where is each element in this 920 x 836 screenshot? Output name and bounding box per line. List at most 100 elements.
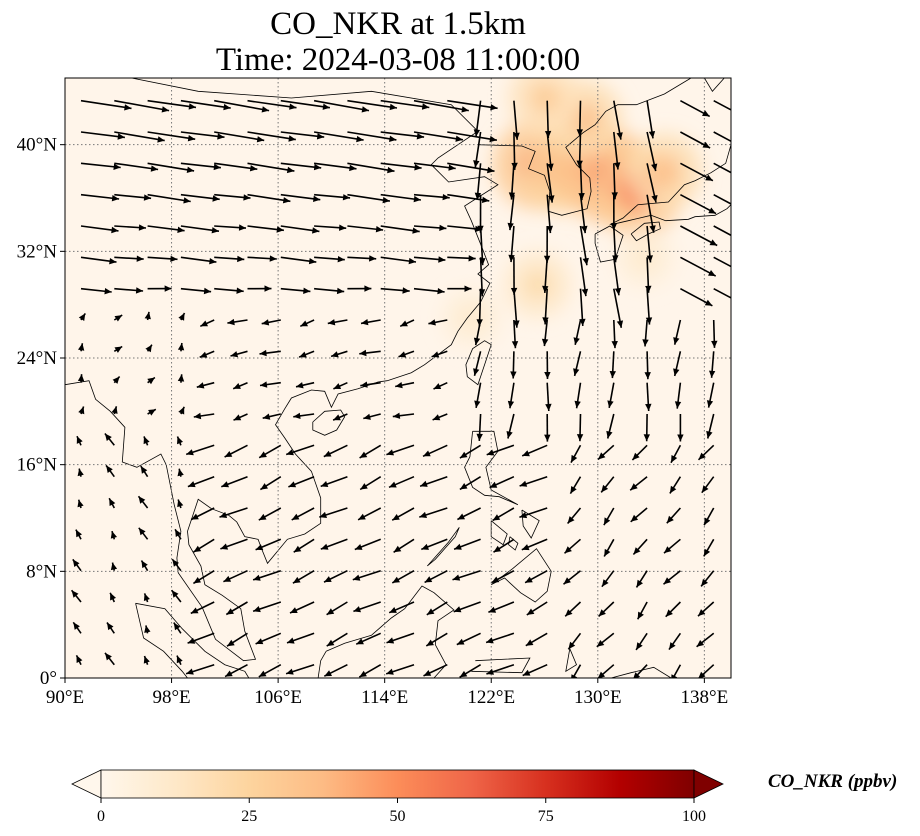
wind-arrow-head xyxy=(392,576,400,583)
wind-arrow-head xyxy=(238,224,246,231)
wind-arrow-head xyxy=(413,195,421,203)
coastline xyxy=(611,204,731,226)
wind-arrow-head xyxy=(296,382,304,389)
wind-arrow-head xyxy=(473,129,481,137)
wind-arrow-head xyxy=(193,412,202,420)
wind-arrow-head xyxy=(289,103,297,110)
wind-arrow-head xyxy=(140,466,148,474)
y-tick-label: 16°N xyxy=(17,455,58,476)
wind-arrow-head xyxy=(326,608,335,615)
wind-arrow-head xyxy=(607,400,614,408)
wind-arrow-head xyxy=(282,197,291,204)
wind-arrow-head xyxy=(513,132,520,140)
wind-arrow-head xyxy=(601,484,609,493)
wind-arrow-head xyxy=(144,625,151,633)
wind-arrow-head xyxy=(477,225,484,233)
wind-arrow-head xyxy=(567,516,575,524)
wind-arrow-head xyxy=(135,287,144,294)
wind-arrow-shaft xyxy=(247,131,296,141)
wind-arrow-head xyxy=(438,256,446,263)
wind-arrow-head xyxy=(416,133,425,140)
wind-arrow-head xyxy=(454,543,462,550)
wind-arrow-head xyxy=(392,514,400,521)
coastline xyxy=(465,340,492,386)
wind-arrow-shaft xyxy=(247,99,297,109)
wind-arrow-head xyxy=(303,287,311,294)
wind-arrow-head xyxy=(412,227,420,234)
wind-arrow-head xyxy=(320,543,329,550)
colorbar-label: CO_NKR (ppbv) xyxy=(768,771,898,792)
gridlines xyxy=(65,78,731,678)
wind-arrow-head xyxy=(546,225,553,234)
wind-arrow-shaft xyxy=(214,131,265,142)
wind-arrow-head xyxy=(186,449,194,456)
map-plot: 90°E 98°E 106°E 114°E 122°E 130°E 138°E 0° 8°N 16… xyxy=(17,77,747,708)
wind-arrow-head xyxy=(72,559,80,567)
wind-arrow-head xyxy=(78,343,85,351)
wind-arrow-head xyxy=(331,351,339,358)
wind-arrow-head xyxy=(576,129,583,137)
wind-arrow-head xyxy=(393,545,402,553)
chart-title: CO_NKR at 1.5km xyxy=(270,6,526,42)
wind-arrow-head xyxy=(114,315,123,322)
wind-arrow-head xyxy=(671,455,678,463)
wind-arrow-head xyxy=(78,313,86,321)
wind-arrow-head xyxy=(111,406,118,414)
wind-arrow-head xyxy=(486,637,494,644)
wind-arrow-shaft xyxy=(413,131,464,141)
wind-arrow-head xyxy=(698,609,706,617)
wind-arrow-head xyxy=(177,374,185,382)
wind-arrow-head xyxy=(186,166,195,173)
coastline xyxy=(135,603,188,678)
wind-arrow-head xyxy=(611,341,618,349)
wind-arrow-head xyxy=(645,403,652,411)
wind-arrow-head xyxy=(217,133,225,140)
wind-arrow-head xyxy=(113,163,121,170)
wind-arrow-head xyxy=(428,319,436,326)
wind-arrow-head xyxy=(212,195,220,202)
wind-arrow-head xyxy=(75,529,82,538)
co-hotspot xyxy=(529,82,560,114)
wind-arrow-head xyxy=(360,483,368,490)
x-tick-label: 90°E xyxy=(46,687,84,708)
wind-arrow-head xyxy=(177,226,185,233)
wind-arrow-head xyxy=(359,670,367,678)
co-hotspot xyxy=(648,155,681,188)
wind-arrow-head xyxy=(708,207,716,214)
wind-arrow-head xyxy=(269,255,277,262)
wind-arrow-shaft xyxy=(447,193,490,202)
axis-ticks: 90°E 98°E 106°E 114°E 122°E 130°E 138°E 0° 8°N 16… xyxy=(17,135,729,708)
wind-arrow-head xyxy=(220,543,229,550)
wind-arrow-shaft xyxy=(713,193,731,205)
wind-arrow-shaft xyxy=(347,99,398,109)
wind-arrow-head xyxy=(473,368,480,376)
wind-arrow-head xyxy=(486,449,495,456)
wind-arrow-head xyxy=(177,436,183,445)
coastline xyxy=(317,651,327,678)
wind-arrow-head xyxy=(643,434,650,442)
wind-arrow-head xyxy=(604,548,611,557)
wind-arrow-head xyxy=(664,546,672,554)
wind-arrow-head xyxy=(453,606,462,613)
wind-arrow-head xyxy=(582,257,589,266)
wind-arrow-shaft xyxy=(147,99,197,109)
wind-arrow-head xyxy=(392,412,401,419)
wind-arrow-head xyxy=(237,255,245,263)
wind-arrow-head xyxy=(448,164,456,171)
wind-arrow-head xyxy=(511,162,518,170)
wind-arrow-shaft xyxy=(713,131,731,143)
wind-arrow-head xyxy=(258,670,267,677)
coastline xyxy=(427,527,460,567)
wind-arrow-head xyxy=(576,434,584,442)
wind-arrow-head xyxy=(739,143,747,149)
wind-arrow-head xyxy=(431,351,440,358)
x-tick-label: 98°E xyxy=(152,687,190,708)
wind-arrow-head xyxy=(291,513,300,520)
y-tick-label: 24°N xyxy=(17,348,58,369)
wind-arrow-head xyxy=(157,136,165,143)
wind-arrow-head xyxy=(300,320,308,327)
wind-arrow-shaft xyxy=(347,162,395,172)
x-tick-label: 114°E xyxy=(361,687,408,708)
wind-arrow-head xyxy=(286,449,294,456)
wind-arrow-head xyxy=(224,451,233,457)
